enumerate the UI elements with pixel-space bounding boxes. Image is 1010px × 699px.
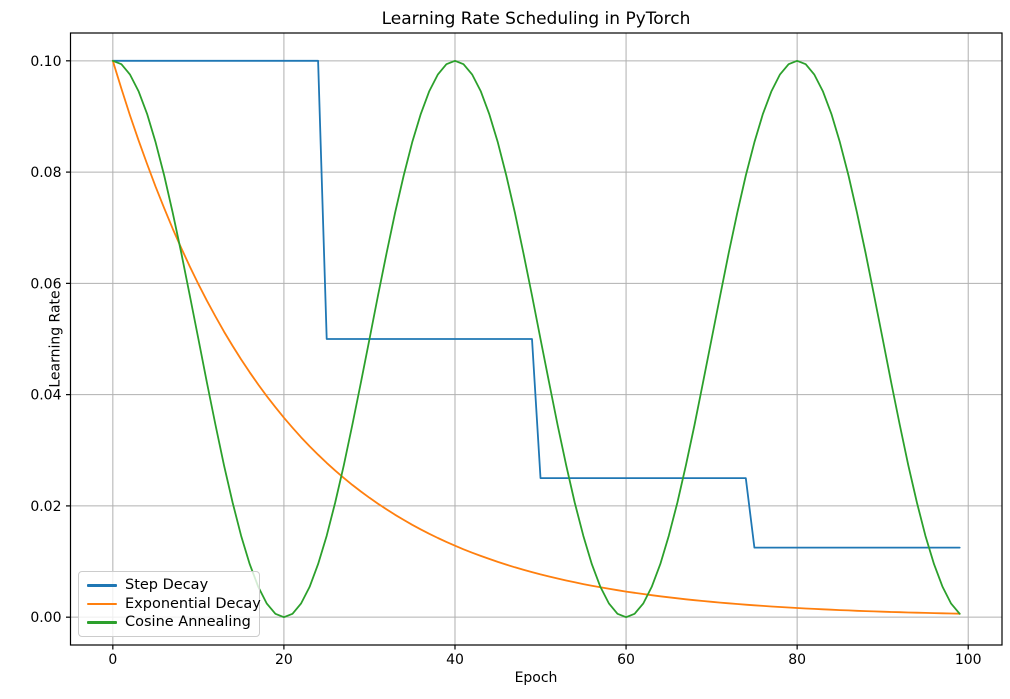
legend-swatch-cosine-annealing [87, 621, 117, 624]
y-tick-label: 0.04 [30, 388, 61, 404]
legend-label-step-decay: Step Decay [125, 577, 209, 594]
chart-title: Learning Rate Scheduling in PyTorch [381, 9, 691, 29]
gridlines [70, 33, 1002, 645]
x-tick-label: 20 [275, 652, 293, 668]
x-axis-label: Epoch [514, 670, 558, 686]
series-line-1 [111, 59, 961, 615]
tick-labels: 0 20 40 60 80 100 0.00 0.02 0.04 0.06 0.08 0.10 [30, 54, 981, 668]
legend-item-exponential-decay: Exponential Decay [87, 597, 261, 612]
legend-label-exponential-decay: Exponential Decay [125, 595, 261, 612]
y-tick-label: 0.08 [30, 165, 61, 181]
x-tick-label: 60 [617, 652, 635, 668]
series-line-0 [111, 59, 961, 549]
legend-swatch-step-decay [87, 584, 117, 587]
x-tick-label: 40 [446, 652, 464, 668]
y-tick-label: 0.00 [30, 610, 61, 626]
y-axis-label: Learning Rate [47, 290, 64, 388]
x-tick-label: 100 [955, 652, 982, 668]
legend-item-step-decay: Step Decay [87, 578, 251, 593]
legend-swatch-exponential-decay [87, 602, 117, 606]
series-line-2 [111, 59, 961, 619]
axes-frame [69, 32, 1003, 646]
legend: Step Decay Exponential Decay Cosine Anne… [78, 571, 261, 637]
x-tick-label: 0 [108, 652, 117, 668]
y-tick-label: 0.02 [30, 499, 61, 515]
y-tick-label: 0.06 [30, 276, 61, 292]
tick-marks [66, 60, 969, 650]
legend-item-cosine-annealing: Cosine Annealing [87, 615, 251, 630]
legend-label-cosine-annealing: Cosine Annealing [125, 614, 251, 631]
y-tick-label: 0.10 [30, 54, 61, 70]
x-tick-label: 80 [788, 652, 806, 668]
